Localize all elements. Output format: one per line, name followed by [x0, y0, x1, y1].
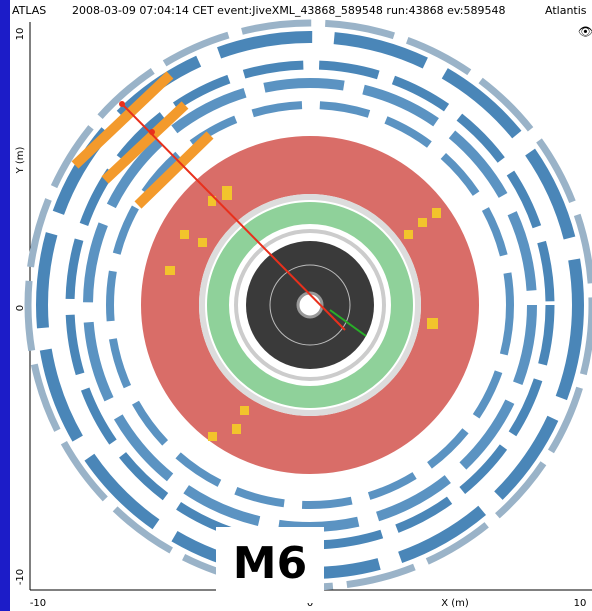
beam-pipe — [296, 291, 324, 319]
deposit — [427, 318, 438, 329]
deposit — [432, 208, 441, 218]
muon-track — [121, 103, 346, 331]
hit-chambers — [71, 71, 214, 209]
inner-track — [329, 309, 367, 337]
deposit — [180, 230, 189, 239]
calorimeter-hadronic — [141, 136, 479, 474]
brand: Atlantis — [545, 4, 587, 17]
trt-layer — [269, 264, 351, 346]
muon-ring — [106, 101, 514, 509]
energy-deposits — [165, 186, 441, 441]
cryostat — [234, 229, 386, 381]
deposit — [208, 432, 217, 441]
deposit — [208, 196, 216, 206]
chamber — [101, 101, 189, 184]
track-point — [149, 129, 155, 135]
label-box — [216, 527, 324, 603]
chamber — [71, 71, 174, 169]
eye-icon[interactable]: 👁 — [578, 25, 592, 39]
x-tick-label: 0 — [307, 598, 313, 609]
muon-ring — [65, 60, 555, 550]
y-axis-label: Y (m) — [15, 146, 26, 174]
event-info: 2008-03-09 07:04:14 CET event:JiveXML_43… — [72, 4, 505, 17]
track-point — [119, 101, 125, 107]
plot-area: 👁 — [24, 19, 592, 591]
y-tick-label: -10 — [15, 569, 26, 585]
deposit — [198, 238, 207, 247]
x-tick-label: -10 — [30, 598, 46, 609]
overlay-label: M6 — [233, 538, 307, 589]
y-tick-label: 10 — [15, 28, 26, 41]
deposit — [165, 266, 175, 275]
y-tick-label: 0 — [15, 305, 26, 311]
solenoid — [199, 194, 421, 416]
calorimeter-em — [207, 202, 413, 408]
deposit — [232, 424, 241, 434]
x-tick-label: 10 — [574, 598, 587, 609]
deposit — [222, 186, 232, 200]
header-bar — [10, 0, 592, 21]
deposit — [240, 406, 249, 415]
x-axis-label: X (m) — [441, 598, 469, 609]
app-name: ATLAS — [12, 4, 46, 17]
chamber — [134, 131, 214, 209]
deposit — [418, 218, 427, 227]
deposit — [404, 230, 413, 239]
